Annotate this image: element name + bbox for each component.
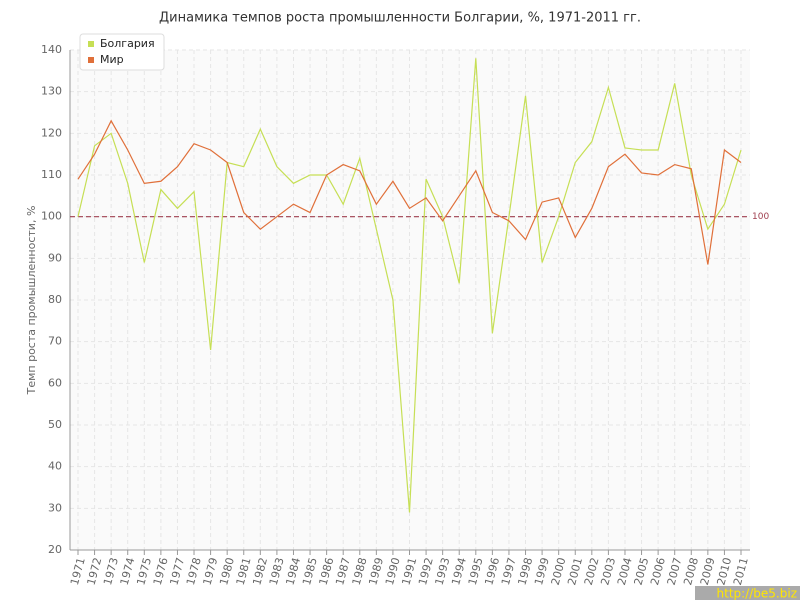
- reference-label: 100: [752, 212, 769, 222]
- y-tick-label: 90: [48, 251, 62, 264]
- data-line: [77, 58, 742, 513]
- watermark: http://be5.biz: [717, 587, 797, 600]
- y-tick-label: 120: [41, 126, 62, 139]
- chart-title: Динамика темпов роста промышленности Бол…: [159, 11, 641, 26]
- y-tick-label: 50: [48, 418, 62, 431]
- y-tick-label: 100: [41, 210, 62, 223]
- y-tick-label: 20: [48, 543, 62, 556]
- y-tick-label: 40: [48, 460, 62, 473]
- data-line: [77, 119, 742, 265]
- y-tick-label: 80: [48, 293, 62, 306]
- y-tick-label: 60: [48, 376, 62, 389]
- legend-marker: [88, 57, 94, 63]
- y-tick-label: 70: [48, 335, 62, 348]
- watermark-bg: [695, 586, 800, 600]
- legend-label: Болгария: [100, 37, 155, 50]
- legend-box: [79, 33, 165, 71]
- y-tick-label: 130: [41, 85, 62, 98]
- legend-label: Мир: [100, 53, 124, 66]
- y-tick-label: 110: [41, 168, 62, 181]
- y-axis-label: Темп роста промышленности, %: [25, 206, 38, 396]
- y-tick-label: 30: [48, 501, 62, 514]
- legend-marker: [88, 41, 94, 47]
- y-tick-label: 140: [41, 43, 62, 56]
